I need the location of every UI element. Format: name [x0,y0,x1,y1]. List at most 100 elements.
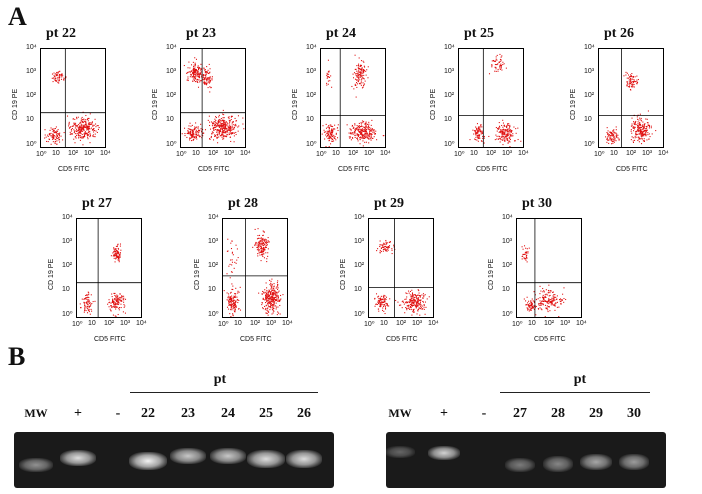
scatter-svg [77,219,141,317]
event-dot [112,255,114,257]
event-dot [86,312,89,314]
event-dot [58,71,60,73]
event-dot [192,135,194,137]
event-dot [48,138,50,140]
y-tick-label: 10 [166,116,174,123]
event-dot [610,137,612,139]
event-dot [226,127,228,130]
event-dot [265,298,268,300]
event-dot [360,73,362,75]
event-dot [379,244,381,246]
event-dot [235,133,237,136]
event-dot [361,133,363,135]
event-dot [110,309,112,311]
event-dot [477,136,479,138]
event-dot [217,134,219,136]
event-dot [560,303,562,305]
event-dot [270,304,272,306]
event-dot [89,122,91,124]
event-dot [79,135,82,137]
event-dot [360,130,362,132]
event-dot [117,301,119,303]
event-dot [265,299,267,301]
event-dot [633,127,635,129]
event-dot [361,120,363,122]
gel-band [386,446,415,458]
event-dot [219,120,222,122]
event-dot [502,144,504,146]
event-dot [114,298,116,300]
event-dot [553,300,555,302]
event-dot [552,295,554,297]
event-dot [231,298,233,301]
event-dot [630,75,632,77]
event-dot [562,293,564,295]
event-dot [223,121,225,123]
event-dot [79,127,81,129]
event-dot [230,259,232,261]
event-dot [649,136,651,138]
event-dot [88,130,90,133]
event-dot [365,70,367,72]
event-dot [222,138,224,140]
event-dot [229,296,231,298]
x-tick-label: 10³ [120,320,131,327]
event-dot [115,295,117,297]
event-dot [80,123,82,125]
event-dot [420,308,422,310]
event-dot [639,132,641,134]
event-dot [53,128,55,130]
event-dot [354,129,356,131]
event-dot [378,302,380,305]
event-dot [379,298,381,300]
event-dot [191,135,193,138]
event-dot [231,132,233,134]
event-dot [539,285,541,287]
event-dot [546,307,548,309]
event-dot [558,306,560,308]
event-dot [374,305,376,307]
event-dot [79,122,81,124]
event-dot [204,78,206,80]
event-dot [49,133,51,135]
event-dot [542,303,544,305]
event-dot [350,129,352,131]
event-dot [216,130,218,132]
event-dot [92,134,94,136]
event-dot [224,127,226,129]
event-dot [477,134,479,136]
event-dot [231,251,233,253]
event-dot [353,72,356,74]
event-dot [275,306,277,308]
event-dot [208,82,210,84]
event-dot [331,134,333,136]
event-dot [422,297,424,299]
event-dot [328,70,330,72]
y-tick-label: 10⁴ [306,44,317,51]
event-dot [115,257,117,259]
event-dot [86,303,88,305]
event-dot [607,136,609,138]
event-dot [273,291,275,293]
event-dot [257,255,259,257]
y-tick-label: 10³ [166,68,177,75]
event-dot [86,126,88,128]
event-dot [356,133,358,135]
event-dot [493,60,495,62]
x-tick-label: 10 [332,150,340,157]
event-dot [267,292,269,294]
event-dot [183,64,185,67]
event-dot [415,306,417,308]
event-dot [410,308,412,311]
event-dot [422,308,424,310]
event-dot [630,139,632,141]
event-dot [236,259,238,261]
event-dot [358,77,360,79]
event-dot [634,80,636,82]
event-dot [262,239,264,241]
event-dot [382,248,384,250]
event-dot [615,129,617,131]
event-dot [86,297,88,299]
event-dot [111,306,113,308]
event-dot [350,139,352,141]
